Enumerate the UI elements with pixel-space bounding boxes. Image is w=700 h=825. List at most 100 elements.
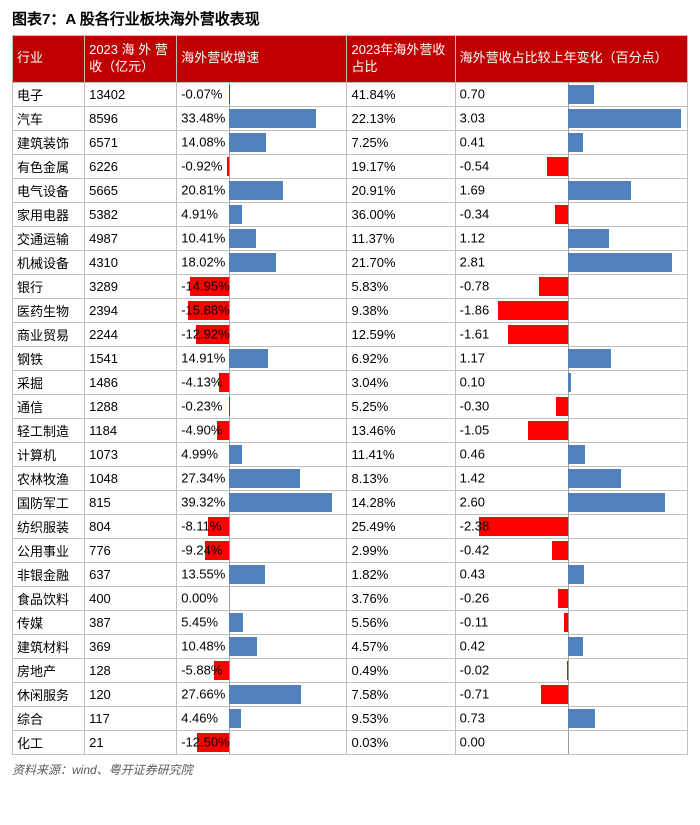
cell-growth-bar: 14.91% (177, 346, 347, 370)
cell-industry: 农林牧渔 (13, 466, 85, 490)
cell-change-bar: 0.42 (455, 634, 687, 658)
cell-change-bar: -0.11 (455, 610, 687, 634)
cell-change-bar: 0.43 (455, 562, 687, 586)
cell-revenue: 128 (85, 658, 177, 682)
cell-change-bar: 0.73 (455, 706, 687, 730)
table-row: 商业贸易2244-12.92%12.59%-1.61 (13, 322, 688, 346)
cell-industry: 有色金属 (13, 154, 85, 178)
cell-share: 9.53% (347, 706, 455, 730)
cell-change-bar: -0.42 (455, 538, 687, 562)
cell-growth-bar: -14.95% (177, 274, 347, 298)
table-row: 银行3289-14.95%5.83%-0.78 (13, 274, 688, 298)
table-row: 纺织服装804-8.11%25.49%-2.38 (13, 514, 688, 538)
cell-revenue: 1486 (85, 370, 177, 394)
col-header-industry: 行业 (13, 36, 85, 83)
table-row: 钢铁154114.91%6.92%1.17 (13, 346, 688, 370)
cell-growth-bar: 0.00% (177, 586, 347, 610)
cell-share: 7.25% (347, 130, 455, 154)
cell-revenue: 637 (85, 562, 177, 586)
cell-revenue: 815 (85, 490, 177, 514)
cell-share: 6.92% (347, 346, 455, 370)
col-header-share: 2023年海外营收占比 (347, 36, 455, 83)
cell-revenue: 5665 (85, 178, 177, 202)
cell-share: 9.38% (347, 298, 455, 322)
cell-revenue: 387 (85, 610, 177, 634)
cell-growth-bar: -4.13% (177, 370, 347, 394)
cell-share: 11.41% (347, 442, 455, 466)
cell-growth-bar: -12.50% (177, 730, 347, 754)
cell-growth-bar: 33.48% (177, 106, 347, 130)
cell-revenue: 120 (85, 682, 177, 706)
cell-growth-bar: -0.07% (177, 82, 347, 106)
table-row: 农林牧渔104827.34%8.13%1.42 (13, 466, 688, 490)
cell-growth-bar: 10.48% (177, 634, 347, 658)
table-row: 有色金属6226-0.92%19.17%-0.54 (13, 154, 688, 178)
cell-revenue: 1073 (85, 442, 177, 466)
table-row: 国防军工81539.32%14.28%2.60 (13, 490, 688, 514)
cell-growth-bar: 4.46% (177, 706, 347, 730)
cell-revenue: 4310 (85, 250, 177, 274)
cell-industry: 医药生物 (13, 298, 85, 322)
cell-revenue: 4987 (85, 226, 177, 250)
cell-change-bar: -0.30 (455, 394, 687, 418)
cell-share: 0.49% (347, 658, 455, 682)
cell-share: 2.99% (347, 538, 455, 562)
cell-change-bar: 0.00 (455, 730, 687, 754)
cell-growth-bar: 14.08% (177, 130, 347, 154)
cell-share: 5.25% (347, 394, 455, 418)
cell-growth-bar: -0.23% (177, 394, 347, 418)
cell-industry: 综合 (13, 706, 85, 730)
table-row: 公用事业776-9.24%2.99%-0.42 (13, 538, 688, 562)
cell-share: 5.56% (347, 610, 455, 634)
cell-industry: 传媒 (13, 610, 85, 634)
cell-industry: 通信 (13, 394, 85, 418)
cell-revenue: 6226 (85, 154, 177, 178)
cell-revenue: 1288 (85, 394, 177, 418)
cell-change-bar: -0.02 (455, 658, 687, 682)
cell-change-bar: 2.81 (455, 250, 687, 274)
cell-industry: 休闲服务 (13, 682, 85, 706)
table-row: 家用电器53824.91%36.00%-0.34 (13, 202, 688, 226)
cell-change-bar: -0.54 (455, 154, 687, 178)
cell-industry: 食品饮料 (13, 586, 85, 610)
cell-change-bar: 1.17 (455, 346, 687, 370)
cell-revenue: 1048 (85, 466, 177, 490)
cell-change-bar: 1.69 (455, 178, 687, 202)
cell-change-bar: 0.46 (455, 442, 687, 466)
cell-industry: 纺织服装 (13, 514, 85, 538)
cell-growth-bar: 4.99% (177, 442, 347, 466)
cell-industry: 化工 (13, 730, 85, 754)
cell-growth-bar: 27.66% (177, 682, 347, 706)
table-row: 建筑装饰657114.08%7.25%0.41 (13, 130, 688, 154)
cell-industry: 交通运输 (13, 226, 85, 250)
table-row: 休闲服务12027.66%7.58%-0.71 (13, 682, 688, 706)
cell-change-bar: -0.78 (455, 274, 687, 298)
table-row: 采掘1486-4.13%3.04%0.10 (13, 370, 688, 394)
cell-industry: 采掘 (13, 370, 85, 394)
cell-share: 36.00% (347, 202, 455, 226)
table-row: 综合1174.46%9.53%0.73 (13, 706, 688, 730)
cell-revenue: 21 (85, 730, 177, 754)
cell-growth-bar: -5.88% (177, 658, 347, 682)
cell-change-bar: 2.60 (455, 490, 687, 514)
cell-share: 8.13% (347, 466, 455, 490)
table-row: 医药生物2394-15.88%9.38%-1.86 (13, 298, 688, 322)
cell-revenue: 400 (85, 586, 177, 610)
cell-share: 21.70% (347, 250, 455, 274)
cell-industry: 国防军工 (13, 490, 85, 514)
cell-growth-bar: 27.34% (177, 466, 347, 490)
cell-industry: 公用事业 (13, 538, 85, 562)
table-row: 机械设备431018.02%21.70%2.81 (13, 250, 688, 274)
table-row: 电子13402-0.07%41.84%0.70 (13, 82, 688, 106)
cell-growth-bar: 39.32% (177, 490, 347, 514)
cell-change-bar: -2.38 (455, 514, 687, 538)
cell-industry: 房地产 (13, 658, 85, 682)
col-header-change: 海外营收占比较上年变化（百分点） (455, 36, 687, 83)
cell-share: 12.59% (347, 322, 455, 346)
cell-change-bar: -0.71 (455, 682, 687, 706)
cell-industry: 计算机 (13, 442, 85, 466)
cell-revenue: 1541 (85, 346, 177, 370)
cell-change-bar: -1.61 (455, 322, 687, 346)
table-row: 房地产128-5.88%0.49%-0.02 (13, 658, 688, 682)
chart-title: 图表7：A 股各行业板块海外营收表现 (12, 8, 688, 29)
